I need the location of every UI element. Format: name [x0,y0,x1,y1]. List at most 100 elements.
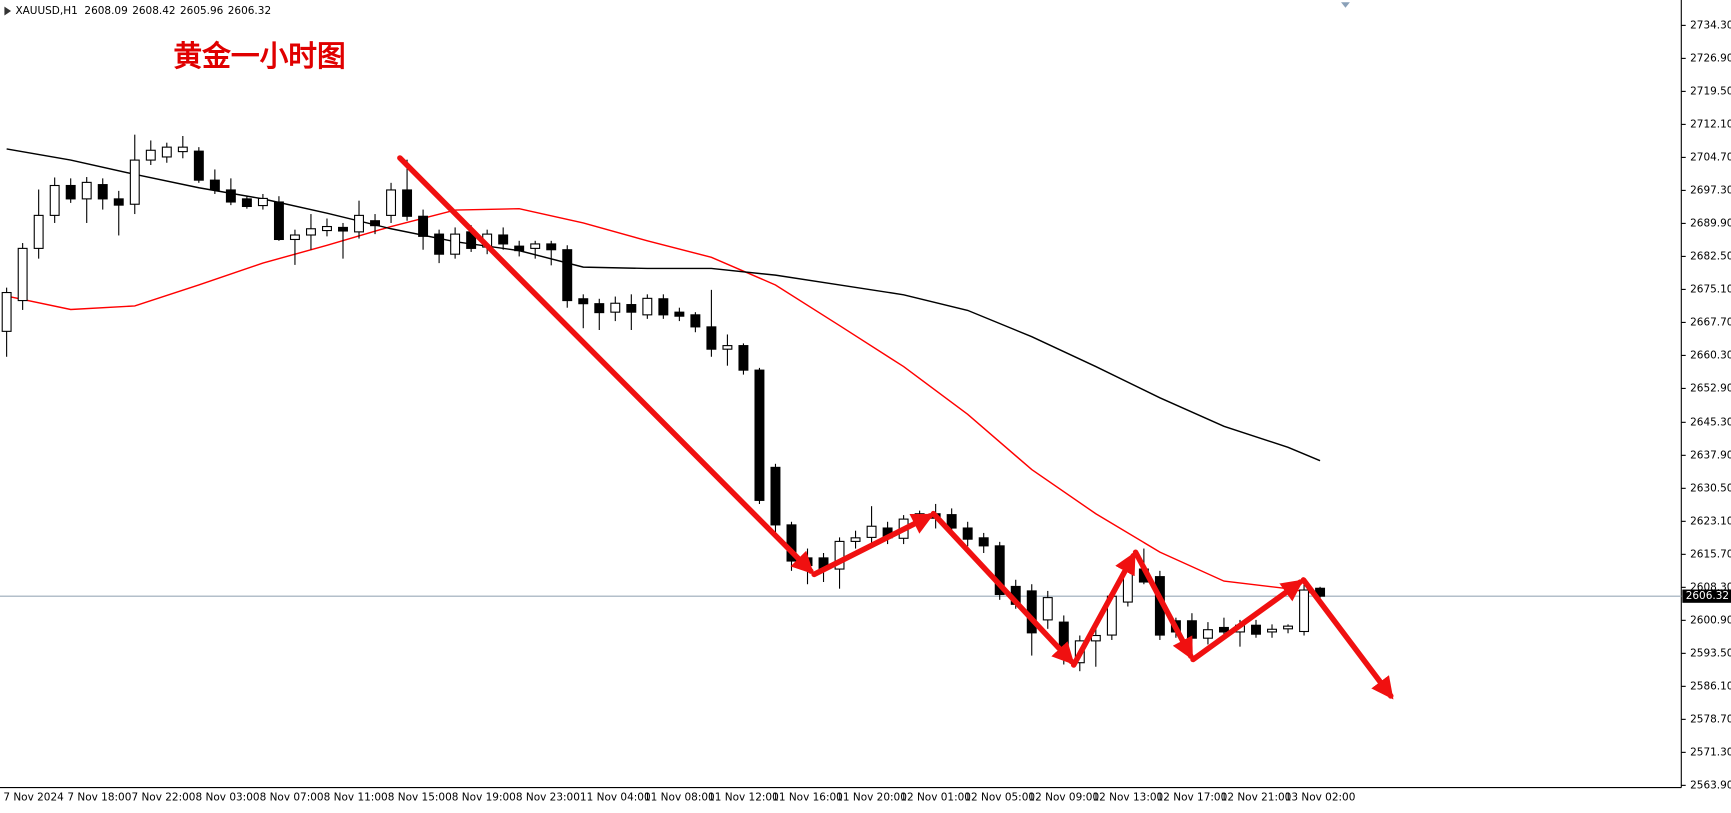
symbol: XAUUSD,H1 [15,5,77,17]
x-tick-label: 11 Nov 20:00 [836,792,907,804]
candle-body [17,247,28,302]
y-tick-label: 2623.10 [1690,515,1731,527]
candle-body [338,226,348,232]
current-price-label: 2606.32 [1686,590,1729,602]
candle-body [770,466,781,526]
candle-body [674,311,685,317]
candle-body [738,345,749,371]
y-tick-label: 2571.30 [1690,746,1731,758]
candle-body [514,245,525,252]
candle-body [1042,597,1053,621]
candle-body [610,302,621,313]
x-tick-label: 8 Nov 07:00 [260,792,324,804]
arrow [1070,551,1137,668]
y-tick-label: 2652.90 [1690,382,1731,394]
x-tick-label: 11 Nov 04:00 [580,792,651,804]
x-tick-label: 12 Nov 05:00 [964,792,1035,804]
annotation-arrows [397,155,1394,700]
candle-body [658,298,669,316]
candle-body [33,214,44,249]
y-tick-label: 2734.30 [1690,19,1731,31]
candle-body [225,189,236,203]
candle-body [386,189,397,216]
candle-body [594,303,605,314]
y-tick-label: 2682.50 [1690,250,1731,262]
candle-body [722,345,733,350]
y-tick-label: 2704.70 [1690,151,1731,163]
x-tick-label: 8 Nov 15:00 [388,792,452,804]
close-value: 2606.32 [228,5,271,17]
candle-body [450,233,461,255]
candle-body [257,197,268,207]
candle-body [209,179,220,191]
y-tick-label: 2578.70 [1690,713,1731,725]
candle-body [370,220,381,227]
plot-area [0,134,1682,672]
arrow [1132,549,1194,661]
candle-body [754,369,765,501]
candle-body [1186,620,1197,639]
candle-body [706,326,717,350]
candle-body [402,189,413,217]
y-tick-label: 2608.30 [1690,581,1731,593]
candle-body [97,184,108,200]
y-tick-label: 2689.90 [1690,217,1731,229]
candle-body [1283,625,1294,630]
y-tick-label: 2563.90 [1690,779,1731,791]
y-tick-label: 2586.10 [1690,680,1731,692]
x-tick-label: 12 Nov 09:00 [1028,792,1099,804]
candle-body [1090,634,1101,642]
candle-body [418,215,429,237]
open-value: 2608.09 [84,5,127,17]
x-tick-label: 11 Nov 16:00 [772,792,843,804]
y-tick-label: 2645.30 [1690,416,1731,428]
x-tick-label: 8 Nov 03:00 [196,792,260,804]
candle-body [850,537,861,542]
x-tick-label: 7 Nov 2024 [3,792,64,804]
shift-marker [1341,2,1350,8]
candle-body [994,545,1005,596]
x-tick-label: 8 Nov 11:00 [324,792,388,804]
candle-body [1251,624,1261,635]
arrow [1190,579,1304,663]
candle-body [1202,629,1213,639]
x-tick-label: 12 Nov 17:00 [1157,792,1228,804]
y-tick-label: 2660.30 [1690,349,1731,361]
low-value: 2605.96 [180,5,224,17]
y-tick-label: 2593.50 [1690,647,1731,659]
x-tick-label: 12 Nov 01:00 [900,792,971,804]
arrow [930,510,1075,665]
candle-body [946,514,957,529]
candle-body [305,228,316,236]
candle-body [322,225,332,232]
x-tick-label: 7 Nov 18:00 [67,792,131,804]
candle-body [530,243,541,249]
x-tick-label: 8 Nov 23:00 [516,792,580,804]
candle-body [161,146,172,158]
candle-body [498,234,509,245]
candle-body [562,249,573,302]
candle-body [434,233,445,255]
candle-body [129,159,140,205]
header: XAUUSD,H1 2608.09 2608.42 2605.96 2606.32 [15,5,271,17]
candle-body [289,234,300,241]
x-tick-label: 7 Nov 22:00 [131,792,195,804]
moving-average-line [6,207,1321,596]
candle-body [49,184,60,216]
candle-body [354,214,364,233]
candle-body [241,198,252,208]
candle-body [978,537,989,547]
y-tick-label: 2719.50 [1690,85,1731,97]
candle-body [690,314,701,328]
y-tick-label: 2600.90 [1690,614,1731,626]
candle-body [1218,626,1229,633]
x-tick-label: 12 Nov 21:00 [1221,792,1292,804]
x-tick-label: 13 Nov 02:00 [1285,792,1356,804]
y-tick-label: 2726.90 [1690,52,1731,64]
candle-body [546,243,557,251]
chart-title: 黄金一小时图 [173,39,345,73]
candle-body [177,146,188,153]
